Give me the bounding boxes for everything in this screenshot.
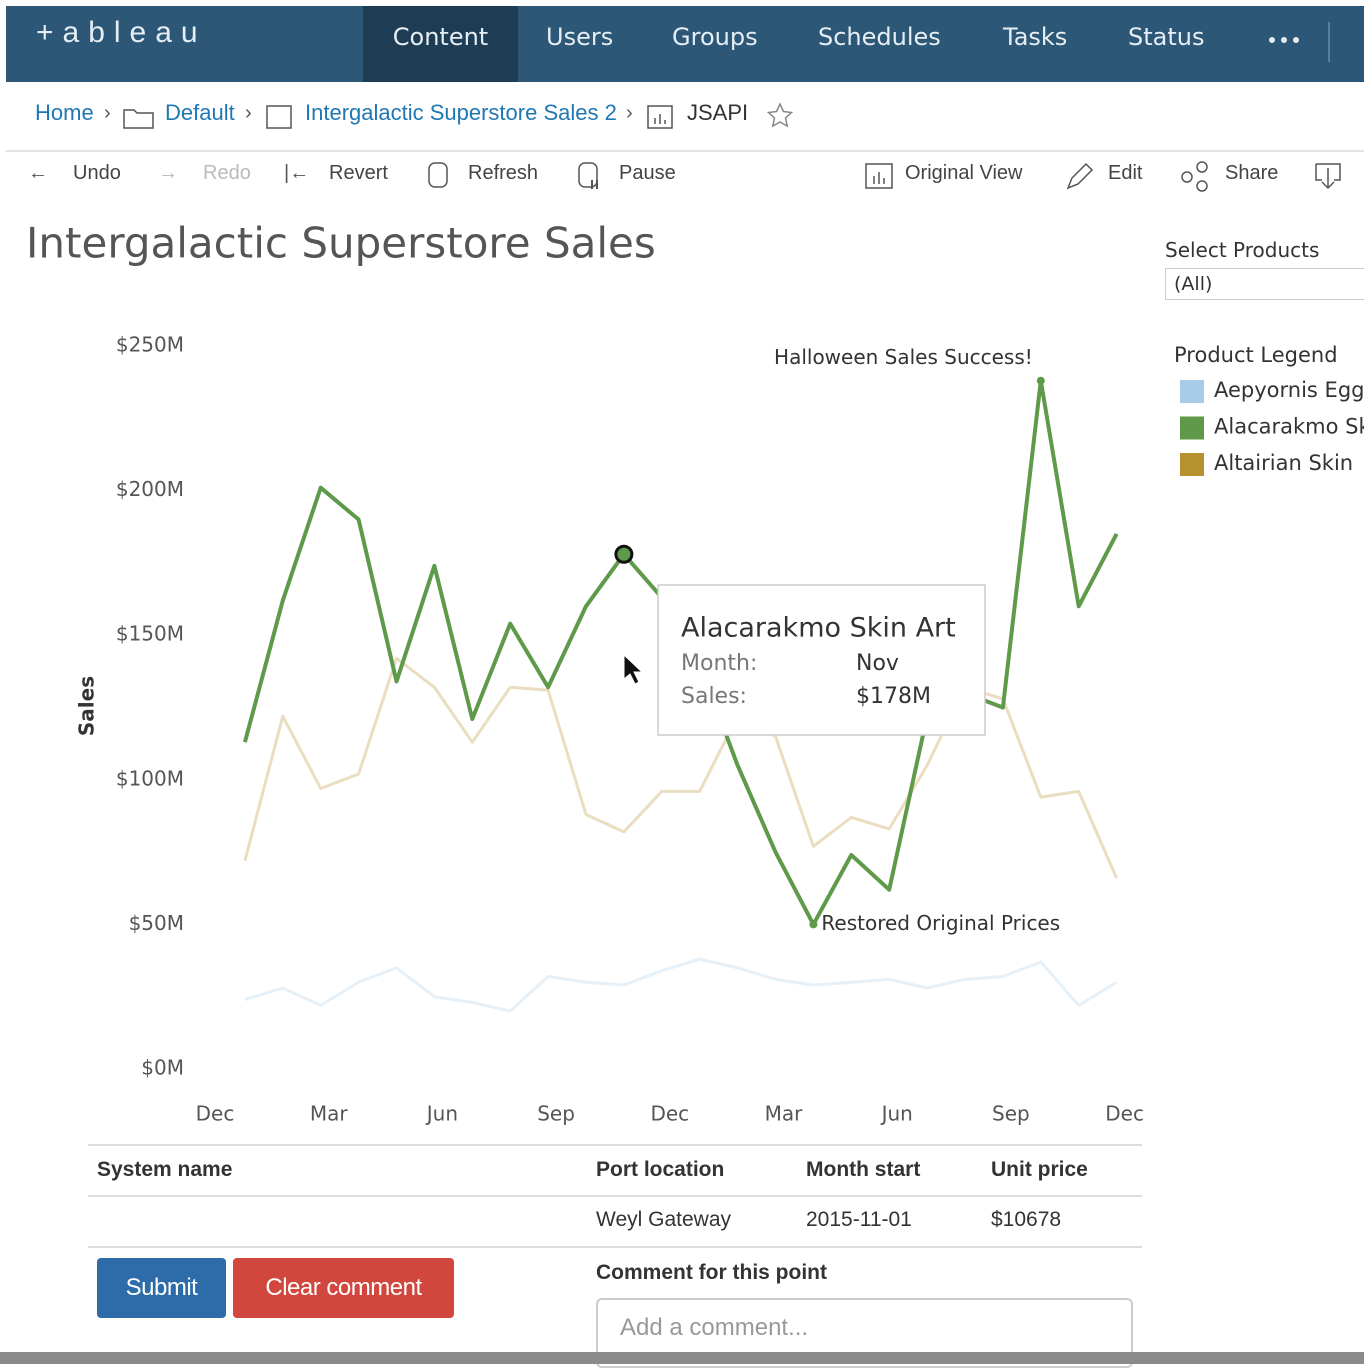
y-tick-label: $250M	[116, 333, 184, 357]
share-icon	[1181, 161, 1208, 192]
breadcrumb[interactable]: Home	[35, 100, 94, 125]
separator: ›	[104, 102, 111, 124]
y-axis-title: Sales	[75, 676, 99, 736]
more-icon[interactable]	[1266, 34, 1306, 46]
chart-title: Intergalactic Superstore Sales	[26, 219, 656, 268]
favorite-icon[interactable]	[766, 101, 796, 131]
tab[interactable]: Schedules	[818, 23, 941, 51]
tooltip: Alacarakmo Skin Art Month: Nov Sales: $178M	[657, 584, 986, 736]
legend-title: Product Legend	[1174, 343, 1338, 367]
x-tick-label: Jun	[425, 1102, 458, 1126]
cursor	[623, 653, 644, 685]
toolbar-button[interactable]: Share	[1225, 162, 1279, 184]
divider	[88, 1246, 1142, 1248]
folder-icon	[123, 109, 154, 129]
tooltip-value: $178M	[856, 684, 931, 709]
view-icon	[647, 105, 673, 129]
divider	[88, 1144, 1142, 1146]
divider	[88, 1195, 1142, 1197]
annotation: Restored Original Prices	[821, 911, 1060, 935]
filter-label: Select Products	[1165, 238, 1320, 262]
divider	[6, 150, 1364, 152]
x-tick-label: Jun	[880, 1102, 913, 1126]
nav-bar: +ableau Content Users Groups Schedules T…	[6, 6, 1364, 82]
undo-icon: ←	[28, 162, 48, 184]
filter-dropdown[interactable]: (All)	[1165, 268, 1364, 300]
tooltip-title: Alacarakmo Skin Art	[681, 613, 956, 644]
annotation-point	[809, 920, 818, 929]
annotation: Halloween Sales Success!	[774, 345, 1033, 369]
selected-point	[614, 544, 634, 564]
x-tick-label: Dec	[650, 1102, 689, 1126]
table-cell: Weyl Gateway	[596, 1208, 731, 1231]
toolbar-button[interactable]: Original View	[905, 162, 1023, 184]
tab[interactable]: Content	[363, 6, 518, 82]
x-tick-label: Dec	[1105, 1102, 1144, 1126]
edit-icon	[1066, 162, 1094, 190]
series-line	[244, 957, 1118, 1013]
separator: ›	[245, 102, 252, 124]
divider	[1328, 22, 1330, 62]
y-tick-label: $200M	[116, 477, 184, 501]
x-tick-label: Dec	[196, 1102, 235, 1126]
toolbar-button[interactable]: Revert	[329, 162, 388, 184]
separator: ›	[626, 102, 633, 124]
tooltip-box	[657, 584, 986, 736]
table-header: Month start	[806, 1158, 921, 1181]
logo[interactable]: +ableau	[36, 16, 207, 49]
legend-swatch	[1180, 416, 1204, 440]
y-tick-label: $50M	[129, 911, 184, 935]
toolbar-button[interactable]: Pause	[619, 162, 676, 184]
table-cell: 2015-11-01	[806, 1208, 912, 1231]
tab[interactable]: Groups	[672, 23, 758, 51]
breadcrumb-current: JSAPI	[687, 100, 749, 125]
tooltip-value: Nov	[856, 651, 899, 676]
breadcrumb[interactable]: Default	[165, 100, 235, 125]
refresh-icon	[428, 162, 448, 188]
clear-button[interactable]: Clear comment	[233, 1258, 454, 1318]
y-tick-label: $0M	[141, 1056, 184, 1080]
download-icon[interactable]	[1312, 160, 1352, 192]
y-tick-label: $100M	[116, 766, 184, 790]
status-bar	[0, 1352, 1364, 1364]
original-view-icon	[865, 163, 893, 189]
legend-label: Altairian Skin	[1214, 451, 1353, 475]
legend-label: Aepyornis Egg	[1214, 378, 1364, 402]
annotation-point	[1036, 376, 1045, 385]
toolbar-button[interactable]: Edit	[1108, 162, 1143, 184]
tab[interactable]: Status	[1128, 23, 1205, 51]
table-header: Unit price	[991, 1158, 1088, 1181]
submit-button[interactable]: Submit	[97, 1258, 226, 1318]
table-cell: $10678	[991, 1208, 1062, 1231]
redo-icon: →	[158, 162, 178, 184]
y-tick-label: $150M	[116, 622, 184, 646]
toolbar-button[interactable]: Undo	[73, 162, 121, 184]
legend-swatch	[1180, 380, 1204, 403]
tooltip-key: Month:	[681, 651, 757, 676]
table-header: System name	[97, 1158, 233, 1181]
legend: Aepyornis Egg Alacarakmo Skin Art Altairia…	[1180, 378, 1364, 476]
legend-label: Alacarakmo Skin Art	[1214, 415, 1364, 439]
toolbar-button[interactable]: Refresh	[468, 162, 539, 184]
table-header: Port location	[596, 1158, 725, 1181]
tooltip-key: Sales:	[681, 684, 747, 709]
comment-label: Comment for this point	[596, 1261, 827, 1284]
x-tick-label: Mar	[765, 1102, 804, 1126]
pause-icon	[578, 162, 598, 189]
tab[interactable]: Users	[546, 23, 614, 51]
breadcrumb[interactable]: Intergalactic Superstore Sales 2	[305, 100, 617, 125]
workbook-icon	[266, 105, 292, 129]
toolbar-button[interactable]: Redo	[203, 162, 251, 184]
revert-icon: |←	[284, 162, 310, 184]
x-tick-label: Sep	[992, 1102, 1030, 1126]
x-tick-label: Mar	[310, 1102, 349, 1126]
tab[interactable]: Tasks	[1003, 23, 1068, 51]
x-tick-label: Sep	[537, 1102, 575, 1126]
legend-swatch	[1180, 453, 1204, 476]
